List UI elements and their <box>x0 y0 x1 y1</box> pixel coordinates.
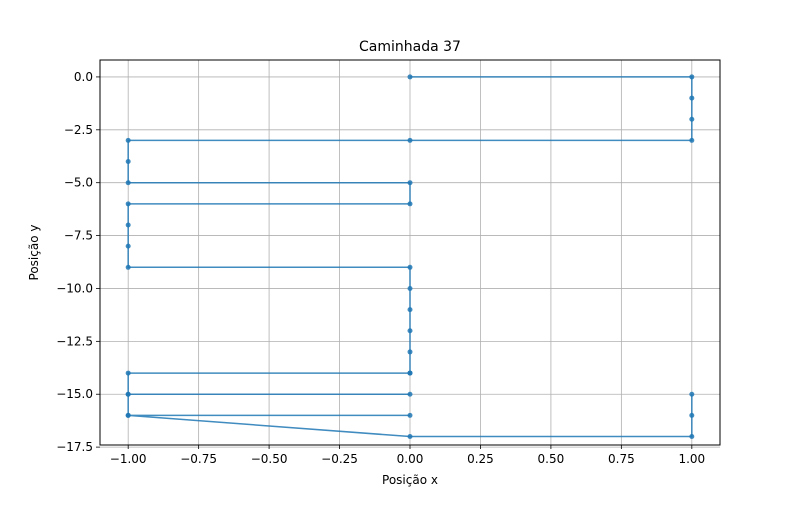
y-axis-label: Posição y <box>27 225 41 281</box>
data-point <box>689 137 695 143</box>
y-tick-label: −5.0 <box>64 176 93 190</box>
x-tick-label: 0.25 <box>467 452 494 466</box>
x-tick-label: −0.50 <box>251 452 288 466</box>
data-point <box>125 137 131 143</box>
data-point <box>689 95 695 101</box>
data-point <box>407 201 413 207</box>
data-point <box>125 243 131 249</box>
y-tick-label: −7.5 <box>64 229 93 243</box>
y-tick-label: −10.0 <box>56 281 93 295</box>
chart-title: Caminhada 37 <box>359 39 461 55</box>
data-point <box>125 222 131 228</box>
data-layer <box>125 74 695 440</box>
series-line <box>127 76 693 438</box>
x-tick-label: −0.75 <box>180 452 217 466</box>
data-point <box>407 328 413 334</box>
y-tick-label: −2.5 <box>64 123 93 137</box>
data-point <box>689 434 695 440</box>
data-point <box>407 434 413 440</box>
x-tick-label: 0.75 <box>608 452 635 466</box>
data-point <box>125 412 131 418</box>
y-tick-label: −17.5 <box>56 440 93 454</box>
x-tick-label: 0.50 <box>538 452 565 466</box>
x-tick-label: −1.00 <box>110 452 147 466</box>
x-axis-label: Posição x <box>382 473 438 487</box>
data-point <box>407 391 413 397</box>
data-point <box>125 201 131 207</box>
data-point <box>689 116 695 122</box>
data-point <box>407 285 413 291</box>
data-point <box>125 180 131 186</box>
x-tick-label: 1.00 <box>678 452 705 466</box>
data-point <box>407 370 413 376</box>
data-point <box>125 264 131 270</box>
y-tick-label: 0.0 <box>74 70 93 84</box>
data-point <box>689 391 695 397</box>
axis-ticks: −1.00 −0.75 −0.50 −0.25 0.00 0.25 0.50 0.75 1.00… <box>56 70 705 466</box>
data-point <box>407 349 413 355</box>
data-point <box>125 391 131 397</box>
data-point <box>407 412 413 418</box>
data-point <box>125 159 131 165</box>
data-point <box>689 412 695 418</box>
x-tick-label: −0.25 <box>321 452 358 466</box>
data-point <box>407 180 413 186</box>
y-tick-label: −12.5 <box>56 334 93 348</box>
data-point <box>689 74 695 80</box>
x-tick-label: 0.00 <box>397 452 424 466</box>
data-point <box>407 137 413 143</box>
y-tick-label: −15.0 <box>56 387 93 401</box>
data-point <box>407 74 413 80</box>
data-point <box>125 370 131 376</box>
data-point <box>407 307 413 313</box>
data-point <box>407 264 413 270</box>
